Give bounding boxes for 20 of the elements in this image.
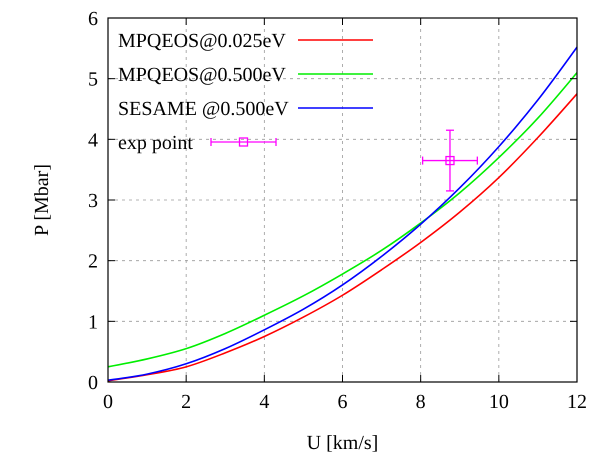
legend-label: MPQEOS@0.025eV: [118, 30, 286, 52]
y-tick-label: 1: [88, 311, 98, 334]
y-tick-label: 6: [88, 8, 98, 30]
y-tick-label: 4: [88, 129, 98, 152]
x-axis-title: U [km/s]: [306, 432, 378, 454]
x-tick-label: 4: [259, 391, 270, 413]
y-tick-label: 0: [88, 372, 98, 394]
x-tick-label: 2: [181, 391, 192, 413]
y-tick-label: 3: [88, 190, 98, 212]
legend-label: exp point: [118, 132, 194, 154]
x-tick-label: 10: [488, 391, 509, 413]
legend-label: MPQEOS@0.500eV: [118, 64, 286, 86]
y-axis-title: P [Mbar]: [31, 164, 53, 236]
x-tick-label: 6: [338, 391, 348, 413]
x-tick-label: 8: [416, 391, 426, 413]
x-tick-label: 0: [103, 391, 113, 413]
x-tick-label: 12: [567, 391, 587, 413]
y-tick-label: 5: [88, 68, 98, 91]
legend-label: SESAME @0.500eV: [118, 98, 290, 120]
y-tick-label: 2: [88, 250, 98, 273]
